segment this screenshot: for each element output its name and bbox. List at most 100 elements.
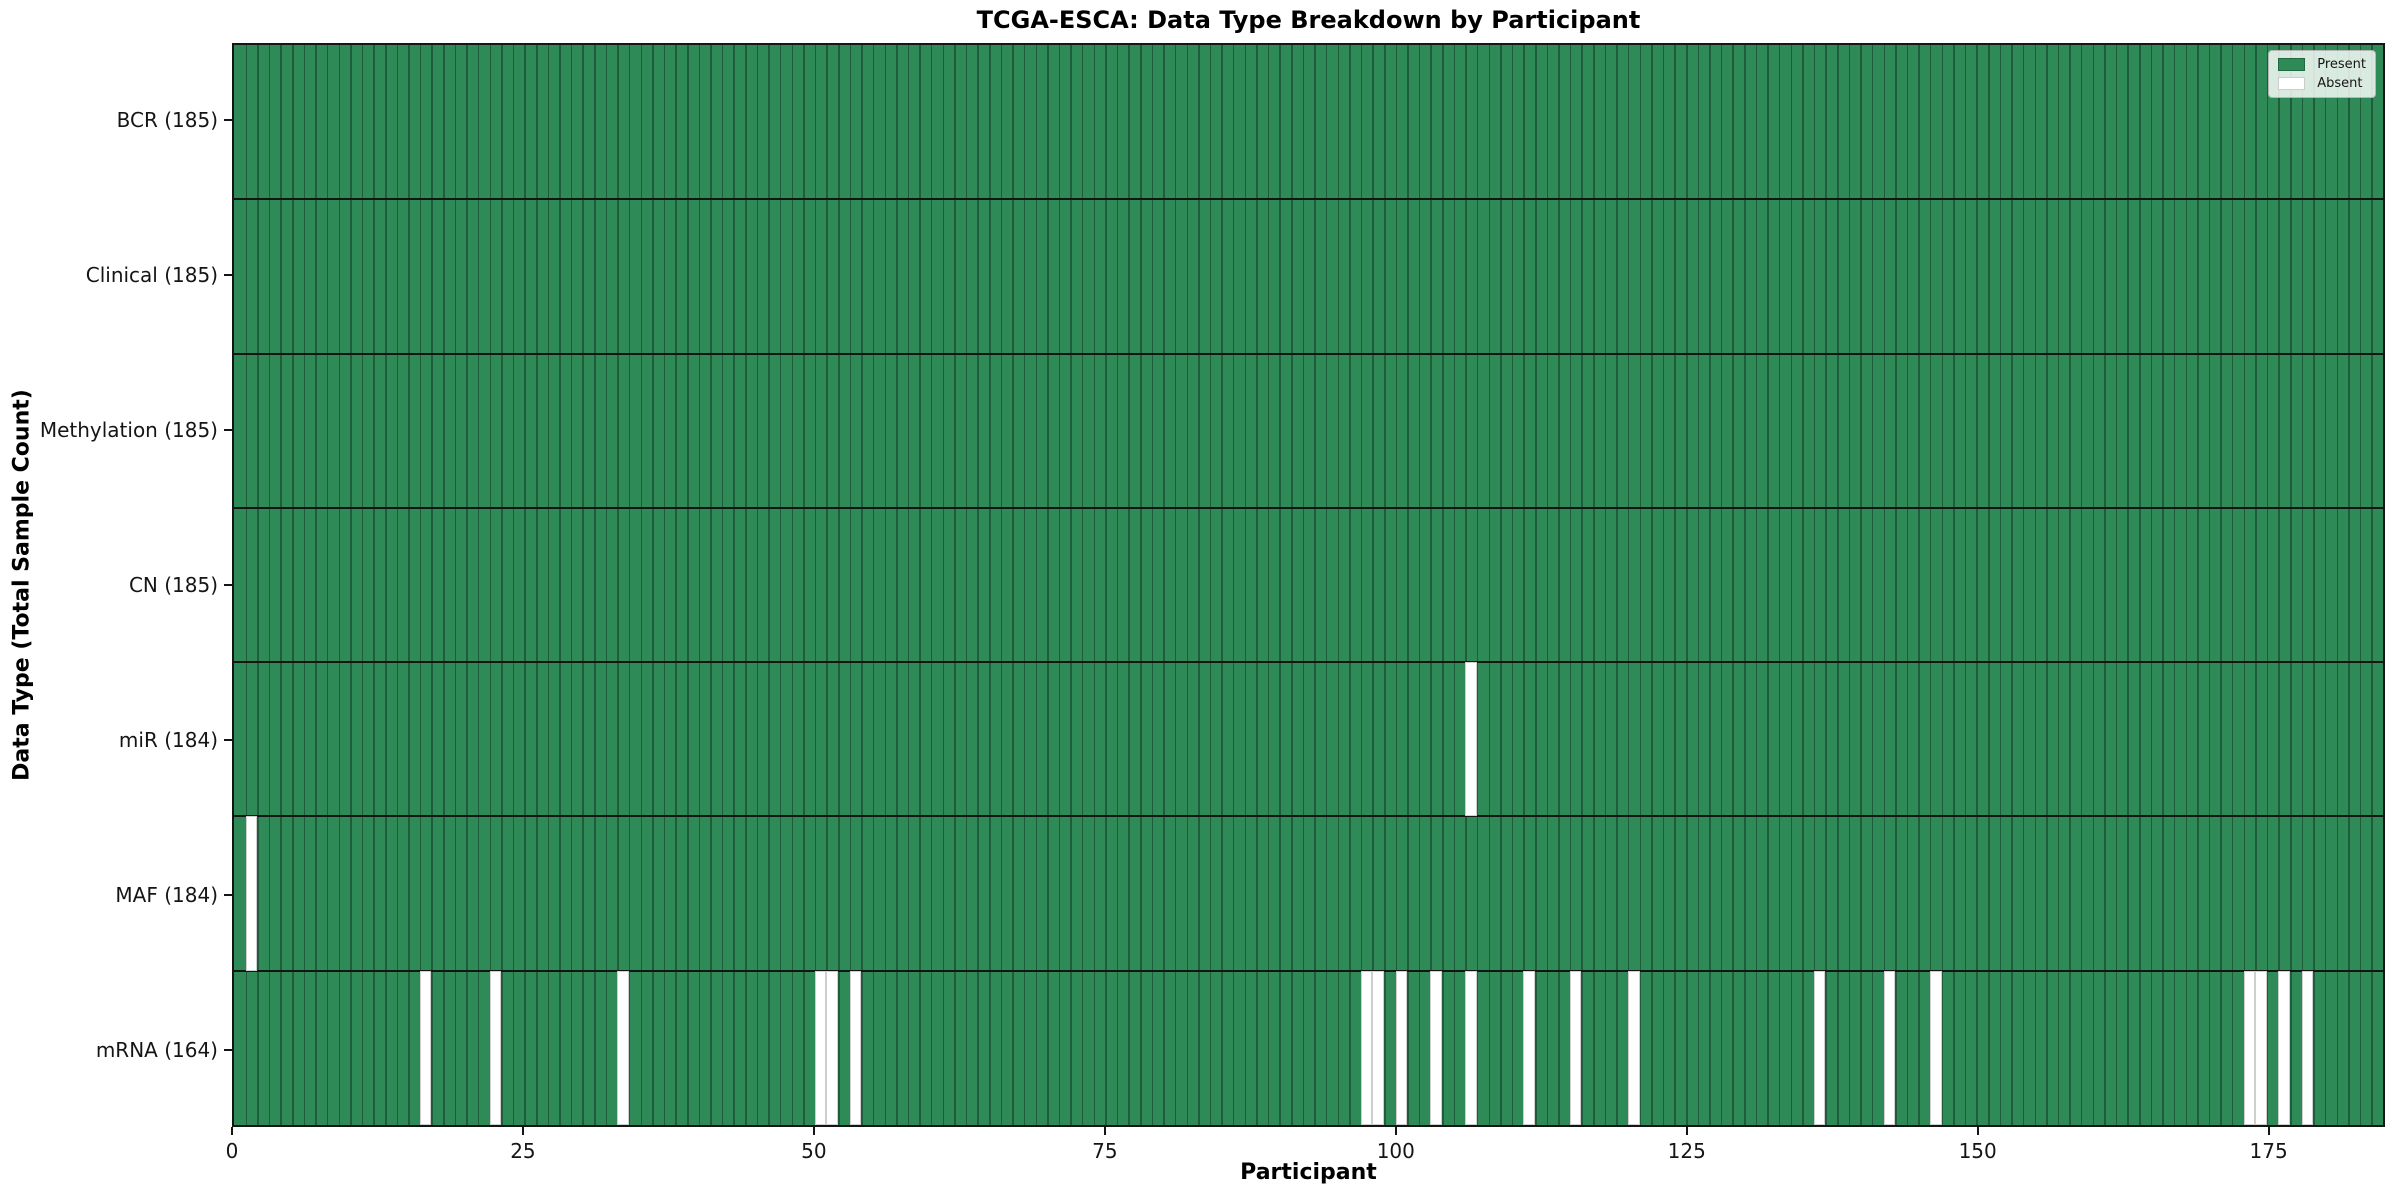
cell-grid-line xyxy=(1860,45,1862,1125)
cell-grid-line xyxy=(1778,45,1781,1125)
legend-item: Absent xyxy=(2278,77,2366,90)
row-grid-line xyxy=(234,352,2383,355)
cell-grid-line xyxy=(721,45,724,1125)
cell-grid-line xyxy=(861,45,863,1125)
cell-grid-line xyxy=(1000,45,1003,1125)
cell-grid-line xyxy=(1081,45,1084,1125)
cell-grid-line xyxy=(954,45,956,1125)
cell-grid-line xyxy=(1941,45,1944,1125)
legend-label: Absent xyxy=(2317,76,2363,91)
absent-cell xyxy=(1395,970,1408,1125)
y-tick-label: miR (184) xyxy=(118,727,218,752)
x-tick-label: 75 xyxy=(1092,1139,1118,1163)
cell-grid-line xyxy=(2313,45,2315,1125)
absent-cell xyxy=(2301,970,2314,1125)
cell-grid-line xyxy=(594,45,596,1125)
cell-grid-line xyxy=(2104,45,2106,1125)
cell-grid-line xyxy=(1906,45,1909,1125)
cell-grid-line xyxy=(1616,45,1618,1125)
x-axis-label: Participant xyxy=(1240,1160,1377,1185)
cell-grid-line xyxy=(1837,45,1839,1125)
x-tick-mark xyxy=(1976,1127,1979,1135)
absent-cell xyxy=(849,970,862,1125)
absent-cell xyxy=(2243,970,2256,1125)
cell-grid-line xyxy=(1697,45,1700,1125)
cell-grid-line xyxy=(2208,45,2211,1125)
cell-grid-line xyxy=(2173,45,2176,1125)
cell-grid-line xyxy=(1709,45,1711,1125)
cell-grid-line xyxy=(1244,45,1247,1125)
cell-grid-line xyxy=(756,45,759,1125)
cell-grid-line xyxy=(2243,45,2246,1125)
y-tick-mark xyxy=(224,1048,232,1051)
cell-grid-line xyxy=(838,45,840,1125)
cell-grid-line xyxy=(1895,45,1897,1125)
y-tick-label: MAF (184) xyxy=(115,882,218,907)
cell-grid-line xyxy=(617,45,619,1125)
absent-cell xyxy=(1569,970,1582,1125)
cell-grid-line xyxy=(1604,45,1607,1125)
cell-grid-line xyxy=(2336,45,2339,1125)
cell-grid-line xyxy=(1988,45,1990,1125)
cell-grid-line xyxy=(245,45,248,1125)
absent-cell xyxy=(489,970,502,1125)
cell-grid-line xyxy=(1430,45,1432,1125)
cell-grid-line xyxy=(373,45,375,1125)
y-tick-mark xyxy=(224,584,232,586)
cell-grid-line xyxy=(803,45,805,1125)
cell-grid-line xyxy=(315,45,317,1125)
cell-grid-line xyxy=(257,45,259,1125)
cell-grid-line xyxy=(1186,45,1189,1125)
y-tick-label: mRNA (164) xyxy=(95,1037,218,1062)
cell-grid-line xyxy=(1558,45,1560,1125)
cell-grid-line xyxy=(1929,45,1932,1125)
legend: Present Absent xyxy=(2268,50,2376,98)
cell-grid-line xyxy=(814,45,817,1125)
y-tick-mark xyxy=(224,738,232,741)
absent-cell xyxy=(1372,970,1384,1125)
cell-grid-line xyxy=(2197,45,2199,1125)
cell-grid-line xyxy=(1267,45,1270,1125)
cell-grid-line xyxy=(2022,45,2025,1125)
cell-grid-line xyxy=(408,45,410,1125)
cell-grid-line xyxy=(1116,45,1119,1125)
cell-grid-line xyxy=(1384,45,1386,1125)
absent-cell xyxy=(826,970,839,1125)
cell-grid-line xyxy=(1953,45,1955,1125)
cell-grid-line xyxy=(907,45,910,1125)
cell-grid-line xyxy=(826,45,828,1125)
cell-grid-line xyxy=(2150,45,2153,1125)
cell-grid-line xyxy=(338,45,341,1125)
cell-grid-line xyxy=(443,45,445,1125)
legend-label: Present xyxy=(2317,57,2366,72)
cell-grid-line xyxy=(1035,45,1038,1125)
cell-grid-line xyxy=(1848,45,1851,1125)
x-tick-label: 100 xyxy=(1376,1139,1415,1163)
cell-grid-line xyxy=(2185,45,2188,1125)
cell-grid-line xyxy=(1128,45,1130,1125)
cell-grid-line xyxy=(1976,45,1978,1125)
cell-grid-line xyxy=(1871,45,1874,1125)
y-tick-label: Methylation (185) xyxy=(39,418,218,443)
row-grid-line xyxy=(234,969,2383,972)
cell-grid-line xyxy=(1012,45,1014,1125)
cell-grid-line xyxy=(501,45,503,1125)
cell-grid-line xyxy=(303,45,306,1125)
absent-cell xyxy=(245,816,258,971)
legend-item: Present xyxy=(2278,58,2366,71)
cell-grid-line xyxy=(2115,45,2118,1125)
cell-grid-line xyxy=(570,45,573,1125)
cell-grid-line xyxy=(1070,45,1072,1125)
cell-grid-line xyxy=(745,45,747,1125)
cell-grid-line xyxy=(1720,45,1723,1125)
cell-grid-line xyxy=(1256,45,1258,1125)
cell-grid-line xyxy=(2069,45,2071,1125)
cell-grid-line xyxy=(849,45,852,1125)
cell-grid-line xyxy=(1593,45,1595,1125)
cell-grid-line xyxy=(292,45,294,1125)
absent-cell xyxy=(1465,970,1477,1125)
cell-grid-line xyxy=(582,45,584,1125)
cell-grid-line xyxy=(698,45,701,1125)
cell-grid-line xyxy=(1744,45,1746,1125)
cell-grid-line xyxy=(477,45,480,1125)
